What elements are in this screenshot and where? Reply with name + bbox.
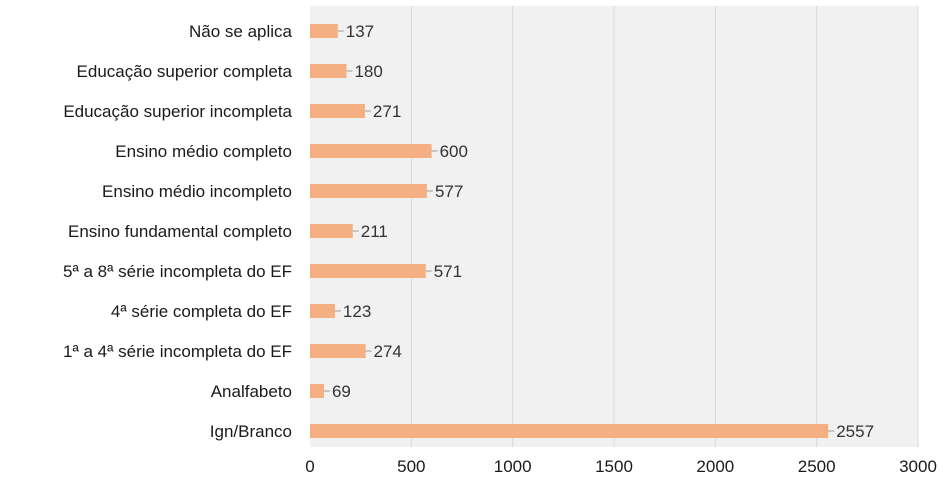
category-label: Analfabeto bbox=[211, 382, 292, 401]
bar bbox=[310, 304, 335, 318]
category-label: Ensino médio completo bbox=[115, 142, 292, 161]
gridlines bbox=[410, 6, 919, 447]
data-label: 69 bbox=[332, 382, 351, 401]
data-label: 211 bbox=[361, 222, 388, 241]
x-tick-label: 2500 bbox=[798, 457, 836, 476]
bar bbox=[310, 24, 338, 38]
bars bbox=[310, 24, 829, 438]
category-labels: Não se aplica Educação superior completa E… bbox=[63, 22, 293, 441]
x-tick-label: 1000 bbox=[494, 457, 532, 476]
x-tick-label: 2000 bbox=[696, 457, 734, 476]
data-label: 123 bbox=[343, 302, 371, 321]
category-label: Ensino médio incompleto bbox=[102, 182, 292, 201]
bar bbox=[310, 184, 427, 198]
bar bbox=[310, 424, 829, 438]
bar bbox=[310, 344, 366, 358]
data-label: 2557 bbox=[836, 422, 874, 441]
data-label: 600 bbox=[440, 142, 468, 161]
category-label: Não se aplica bbox=[189, 22, 293, 41]
x-tick-label: 500 bbox=[397, 457, 425, 476]
data-labels: 137 180 271 600 577 211 571 123 274 69 2557 bbox=[323, 22, 874, 441]
bar bbox=[310, 64, 347, 78]
category-label: Ign/Branco bbox=[210, 422, 292, 441]
x-tick-label: 0 bbox=[305, 457, 314, 476]
bar bbox=[310, 384, 324, 398]
data-label: 571 bbox=[434, 262, 462, 281]
data-label: 577 bbox=[435, 182, 463, 201]
data-label: 137 bbox=[346, 22, 374, 41]
data-label: 180 bbox=[354, 62, 382, 81]
category-label: Educação superior completa bbox=[77, 62, 293, 81]
data-label: 271 bbox=[373, 102, 401, 121]
category-label: 5ª a 8ª série incompleta do EF bbox=[63, 262, 292, 281]
x-tick-label: 1500 bbox=[595, 457, 633, 476]
x-axis-ticks: 0 500 1000 1500 2000 2500 3000 bbox=[305, 457, 937, 476]
bar bbox=[310, 264, 426, 278]
category-label: Educação superior incompleta bbox=[63, 102, 292, 121]
bar bbox=[310, 144, 432, 158]
category-label: 1ª a 4ª série incompleta do EF bbox=[63, 342, 292, 361]
x-tick-label: 3000 bbox=[899, 457, 937, 476]
category-label: 4ª série completa do EF bbox=[111, 302, 292, 321]
bar bbox=[310, 104, 365, 118]
data-label: 274 bbox=[374, 342, 402, 361]
bar bbox=[310, 224, 353, 238]
category-label: Ensino fundamental completo bbox=[68, 222, 292, 241]
